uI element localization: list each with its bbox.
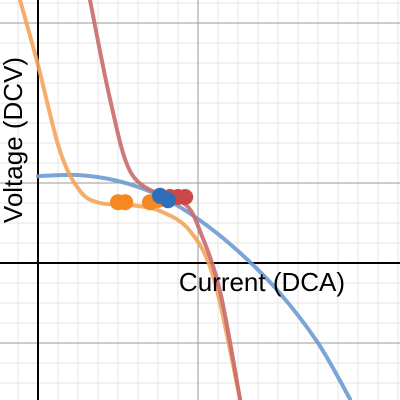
point: [160, 192, 176, 209]
point: [177, 189, 194, 205]
plot: [18, 0, 352, 400]
curve: [36, 172, 352, 400]
y-axis-label: Voltage (DCV): [0, 57, 28, 223]
point: [117, 194, 134, 211]
x-axis-label: Current (DCA): [179, 267, 345, 297]
